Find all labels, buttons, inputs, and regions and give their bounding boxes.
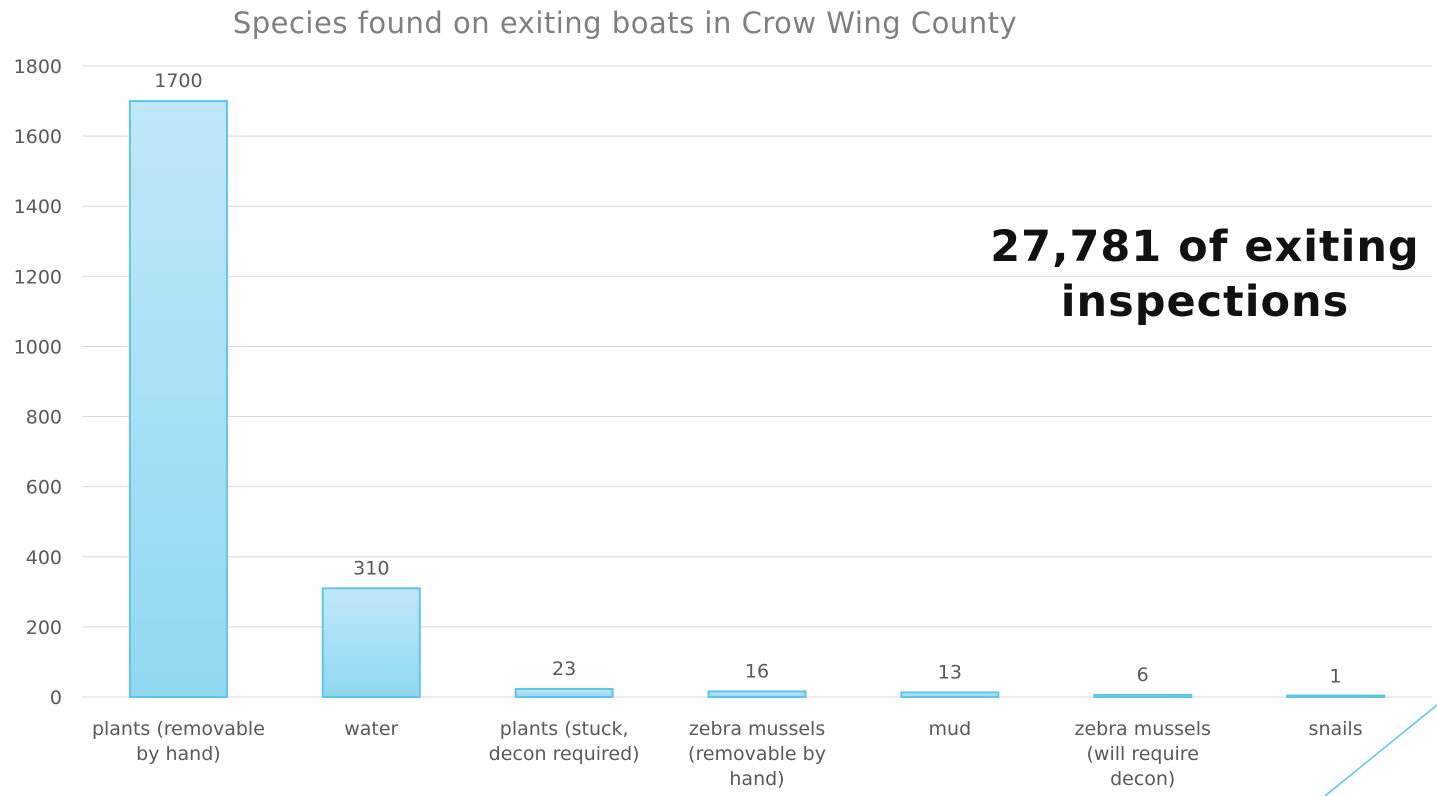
- x-category-label: plants (stuck, decon required): [489, 718, 640, 765]
- data-label: 310: [353, 557, 389, 579]
- data-labels: 1700 310 23 16 13 6 1: [154, 70, 1341, 688]
- x-category-label: snails: [1309, 718, 1363, 740]
- y-tick-label: 0: [50, 687, 62, 709]
- data-label: 23: [552, 658, 576, 680]
- data-label: 6: [1137, 664, 1149, 686]
- x-category-label: plants (removable by hand): [92, 718, 265, 765]
- y-tick-label: 200: [26, 617, 62, 639]
- data-label: 1: [1330, 666, 1342, 688]
- x-category-label: zebra mussels (will require decon): [1074, 718, 1210, 790]
- y-tick-label: 1400: [14, 196, 62, 218]
- x-category-label: mud: [929, 718, 972, 740]
- y-tick-label: 800: [26, 407, 62, 429]
- bar: [128, 100, 228, 699]
- bar: [707, 690, 807, 699]
- data-label: 13: [938, 661, 962, 683]
- chart-title: Species found on exiting boats in Crow W…: [232, 6, 1018, 40]
- bar: [1093, 693, 1193, 699]
- y-tick-label: 400: [26, 547, 62, 569]
- bar: [900, 691, 1000, 698]
- y-tick-label: 1000: [14, 336, 62, 358]
- bars: [128, 100, 1386, 699]
- y-tick-label: 1200: [14, 266, 62, 288]
- data-label: 16: [745, 660, 769, 682]
- x-category-label: zebra mussels (removable by hand): [688, 718, 826, 790]
- decorative-accent-line: [1324, 704, 1437, 796]
- inspections-callout: 27,781 of exiting inspections: [990, 222, 1420, 327]
- bar: [1286, 694, 1386, 698]
- data-label: 1700: [154, 70, 202, 92]
- y-axis-ticks: 0 200 400 600 800 1000 1200 1400 1600 1800: [14, 56, 62, 709]
- x-axis-labels: plants (removable by hand) water plants (st…: [92, 718, 1363, 790]
- gridlines: [82, 65, 1432, 698]
- bar: [321, 587, 421, 698]
- bar: [514, 687, 614, 698]
- y-tick-label: 1800: [14, 56, 62, 78]
- y-tick-label: 1600: [14, 126, 62, 148]
- y-tick-label: 600: [26, 477, 62, 499]
- x-category-label: water: [344, 718, 398, 740]
